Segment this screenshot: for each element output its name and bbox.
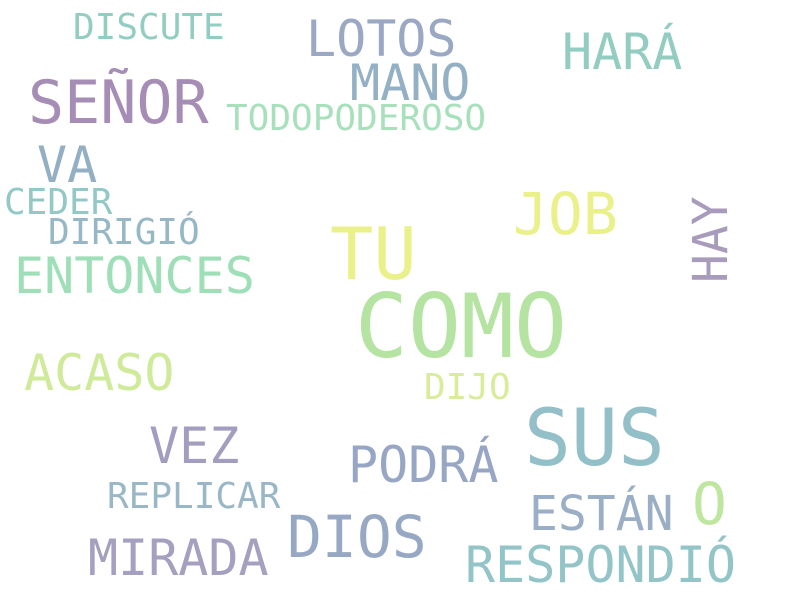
- word-todopoderoso: TODOPODEROSO: [226, 98, 487, 139]
- word-lotos: LOTOS: [306, 10, 457, 68]
- word-podra: PODRÁ: [348, 436, 499, 494]
- word-dijo: DIJO: [424, 367, 511, 408]
- word-dios: DIOS: [287, 503, 427, 571]
- word-dirigio: DIRIGIÓ: [48, 212, 200, 253]
- word-hara: HARÁ: [562, 23, 683, 81]
- word-estan: ESTÁN: [529, 486, 674, 542]
- word-job: JOB: [513, 180, 618, 248]
- word-o: O: [692, 470, 727, 538]
- word-sus: SUS: [524, 394, 665, 484]
- word-va: VA: [37, 136, 98, 194]
- word-discute: DISCUTE: [73, 7, 225, 48]
- word-acaso: ACASO: [24, 344, 175, 402]
- word-tu: TU: [330, 212, 417, 296]
- word-vez: VEZ: [149, 417, 240, 475]
- word-ceder: CEDER: [4, 182, 113, 223]
- word-hay: HAY: [683, 196, 739, 283]
- word-replicar: REPLICAR: [107, 476, 281, 517]
- word-mirada: MIRADA: [88, 529, 269, 587]
- word-respondio: RESPONDIÓ: [465, 536, 736, 594]
- word-senor: SEÑOR: [28, 68, 209, 138]
- word-como: COMO: [355, 275, 567, 378]
- word-mano: MANO: [350, 54, 471, 112]
- word-entonces: ENTONCES: [14, 247, 255, 305]
